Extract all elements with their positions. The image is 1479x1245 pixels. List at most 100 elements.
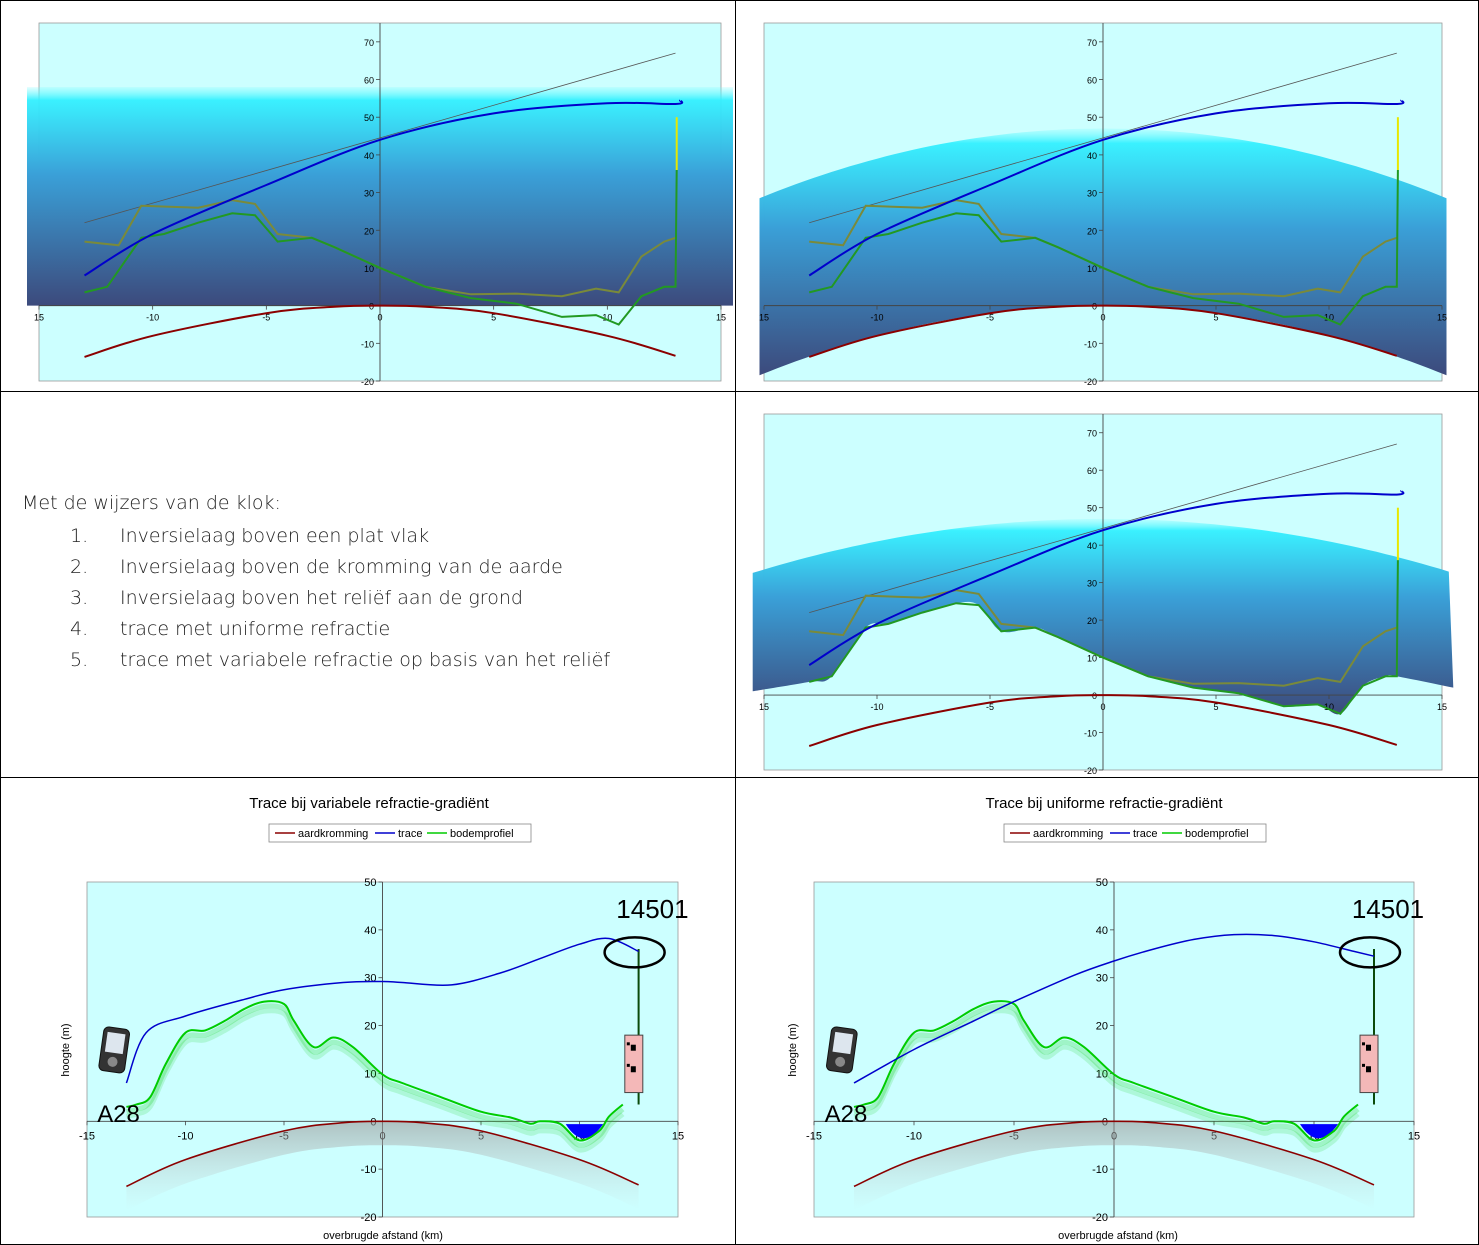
building-window bbox=[630, 1044, 636, 1051]
aardkromming-line bbox=[808, 304, 1398, 358]
x-tick-label: -10 bbox=[870, 313, 883, 323]
water bbox=[1300, 1124, 1338, 1139]
earth-shade bbox=[126, 1121, 639, 1211]
y-tick-label: 70 bbox=[1087, 38, 1097, 48]
x-tick-label: -10 bbox=[870, 702, 883, 712]
building-window bbox=[1366, 1066, 1371, 1073]
bodemprofiel-line bbox=[126, 1000, 624, 1142]
legend: aardkromming trace bodemprofiel bbox=[268, 823, 532, 843]
y-tick-label: -20 bbox=[361, 377, 374, 387]
y-tick-label: -10 bbox=[1084, 339, 1097, 349]
x-tick-label: 15 bbox=[34, 313, 44, 323]
x-tick-label: 10 bbox=[1324, 702, 1334, 712]
tower-ellipse bbox=[603, 936, 666, 969]
building-window bbox=[630, 1066, 636, 1073]
y-tick-label: 60 bbox=[1087, 466, 1097, 476]
y-tick-label: 10 bbox=[1087, 264, 1097, 274]
legend-label: trace bbox=[1133, 828, 1157, 840]
y-tick-label: 10 bbox=[1087, 654, 1097, 664]
bodemprofiel-line bbox=[853, 1000, 1359, 1142]
trace-line bbox=[83, 99, 684, 277]
y-tick-label: 20 bbox=[1096, 1021, 1108, 1033]
y-tick-label: 20 bbox=[1087, 616, 1097, 626]
x-axis-label: overbrugde afstand (km) bbox=[323, 1230, 443, 1242]
building-window bbox=[626, 1063, 630, 1067]
x-tick-label: 0 bbox=[1100, 313, 1105, 323]
legend-label: trace bbox=[398, 828, 422, 840]
x-tick-label: 5 bbox=[1213, 702, 1218, 712]
building-window bbox=[1362, 1063, 1365, 1067]
tower-label: 14501 bbox=[616, 894, 688, 924]
straight-line bbox=[809, 52, 1397, 224]
y-tick-label: 60 bbox=[364, 76, 374, 86]
bodemprofiel-line bbox=[125, 1003, 625, 1148]
straight-line bbox=[84, 52, 676, 224]
x-tick-label: 15 bbox=[1408, 1130, 1420, 1142]
y-tick-label: -10 bbox=[361, 1164, 377, 1176]
x-tick-label: 0 bbox=[1100, 702, 1105, 712]
start-label: A28 bbox=[825, 1101, 868, 1128]
straight-line bbox=[809, 443, 1397, 613]
y-tick-label: 10 bbox=[1096, 1068, 1108, 1080]
x-tick-label: 15 bbox=[1437, 313, 1447, 323]
legend-box bbox=[1003, 823, 1267, 843]
x-tick-label: -10 bbox=[178, 1130, 194, 1142]
caption-item-number: 2. bbox=[70, 555, 89, 578]
caption-intro: Met de wijzers van de klok: bbox=[22, 492, 281, 514]
bodemprofiel-line bbox=[808, 560, 1399, 716]
caption-item: 5. trace met variabele refractie op basis… bbox=[22, 644, 722, 675]
x-tick-label: -10 bbox=[146, 313, 159, 323]
x-tick-label: -15 bbox=[806, 1130, 822, 1142]
building-window bbox=[1362, 1042, 1365, 1046]
x-tick-label: 15 bbox=[1437, 702, 1447, 712]
caption-item: 4. trace met uniforme refractie bbox=[22, 613, 722, 644]
x-tick-label: -5 bbox=[986, 313, 994, 323]
phone-button bbox=[835, 1056, 846, 1067]
building-window bbox=[626, 1042, 630, 1046]
y-tick-label: 30 bbox=[1087, 189, 1097, 199]
aardkromming-line bbox=[84, 304, 676, 358]
cell-chart-1: 15 -10 -5 0 5 10 15 -20 -10 0 10 20 30 40 50 60 70 bbox=[0, 0, 736, 392]
legend-box bbox=[268, 823, 532, 843]
building-window bbox=[1366, 1044, 1371, 1051]
start-label: A28 bbox=[97, 1101, 140, 1128]
legend-label: bodemprofiel bbox=[1185, 828, 1249, 840]
chart-inversion-curved: 15 -10 -5 0 5 10 15 -20 -10 0 10 20 30 40 50 60 70 bbox=[759, 22, 1447, 387]
chart-title: Trace bij uniforme refractie-gradiënt bbox=[985, 795, 1223, 812]
x-tick-label: 5 bbox=[491, 313, 496, 323]
bodemprofiel-line bbox=[808, 169, 1399, 326]
cell-chart-3: 15 -10 -5 0 5 10 15 -20 -10 0 10 20 30 40 50 60 70 bbox=[735, 391, 1479, 778]
y-tick-label: 50 bbox=[364, 877, 376, 889]
x-tick-label: 0 bbox=[377, 313, 382, 323]
caption-item-text: trace met uniforme refractie bbox=[120, 617, 391, 640]
y-tick-label: 30 bbox=[1087, 579, 1097, 589]
trace-line bbox=[125, 937, 639, 1084]
legend: aardkromming trace bodemprofiel bbox=[1003, 823, 1267, 843]
y-tick-label: -10 bbox=[361, 339, 374, 349]
phone-icon bbox=[98, 1026, 130, 1074]
bodemprofiel-line bbox=[853, 1008, 1360, 1153]
y-tick-label: 60 bbox=[1087, 76, 1097, 86]
x-tick-label: 15 bbox=[716, 313, 726, 323]
y-tick-label: 30 bbox=[1096, 973, 1108, 985]
x-tick-label: 15 bbox=[759, 702, 769, 712]
caption-item-text: Inversielaag boven het reliëf aan de gro… bbox=[120, 586, 523, 609]
bodemprofiel-line bbox=[125, 1008, 625, 1153]
y-tick-label: 20 bbox=[1087, 226, 1097, 236]
y-tick-label: -10 bbox=[1092, 1164, 1108, 1176]
earth-shade bbox=[854, 1121, 1374, 1211]
y-tick-label: 0 bbox=[369, 302, 374, 312]
chart-title: Trace bij variabele refractie-gradiënt bbox=[249, 795, 489, 812]
tower-label: 14501 bbox=[1352, 894, 1424, 924]
x-tick-label: -10 bbox=[906, 1130, 922, 1142]
trace-line bbox=[808, 99, 1405, 277]
building-icon bbox=[624, 1034, 644, 1094]
y-tick-label: 40 bbox=[364, 925, 376, 937]
bodemprofiel-line bbox=[84, 169, 678, 326]
x-tick-label: -5 bbox=[986, 702, 994, 712]
y-tick-label: -20 bbox=[1084, 766, 1097, 776]
